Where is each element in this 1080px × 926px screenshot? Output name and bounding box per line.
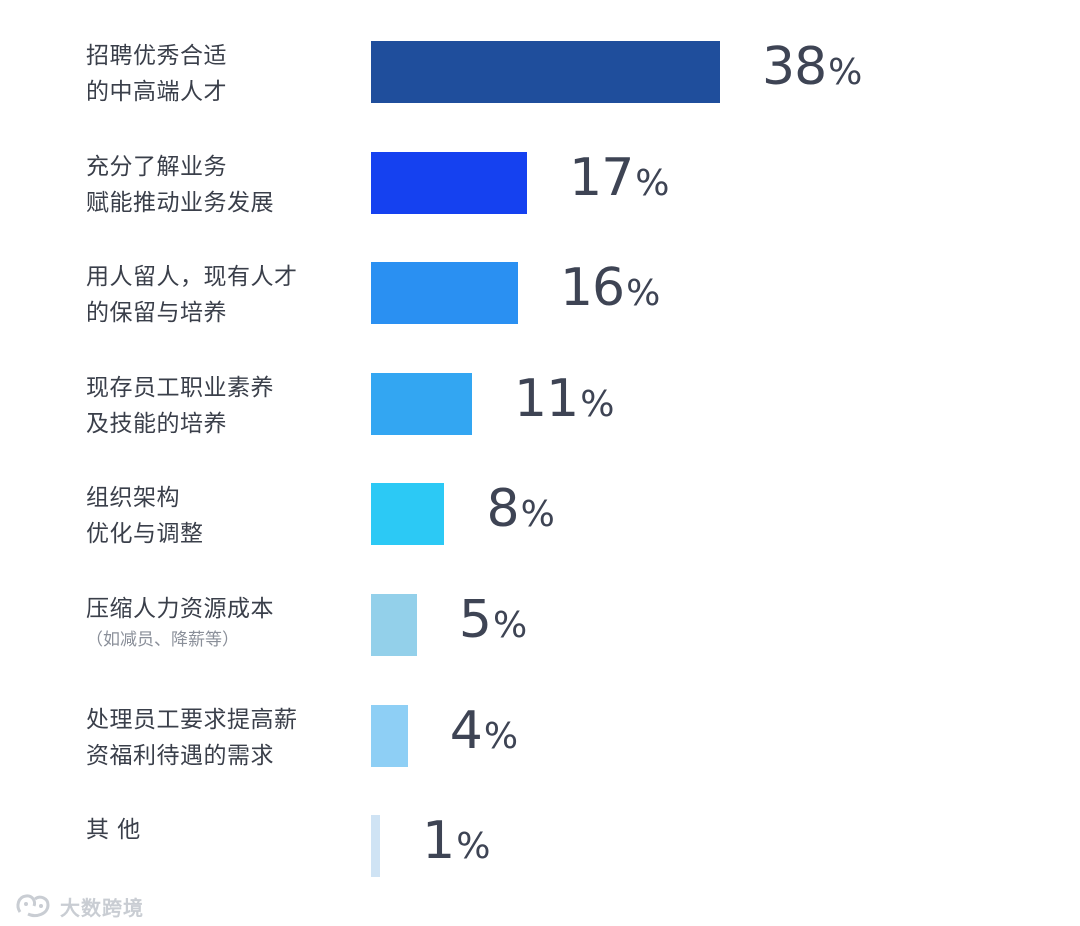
category-label-line: 组织架构	[86, 485, 180, 512]
category-label: 其 他	[86, 812, 356, 848]
wechat-channel-logo-icon	[16, 894, 50, 918]
data-label-unit: %	[626, 273, 661, 315]
data-label-value: 17	[569, 147, 634, 208]
category-note: （如减员、降薪等）	[86, 630, 239, 650]
category-label-line: 的中高端人才	[86, 79, 227, 105]
category-label-line: 资福利待遇的需求	[86, 742, 274, 769]
category-label-line: 压缩人力资源成本	[86, 596, 274, 622]
data-label-unit: %	[635, 162, 670, 204]
bar	[371, 483, 445, 546]
bar	[371, 41, 720, 103]
category-label: 压缩人力资源成本 （如减员、降薪等）	[86, 591, 356, 653]
data-label-unit: %	[580, 383, 615, 425]
data-label-unit: %	[828, 52, 863, 93]
data-label-unit: %	[520, 494, 555, 536]
data-label: 5%	[459, 590, 527, 650]
bar	[371, 372, 473, 435]
category-label: 处理员工要求提高薪 资福利待遇的需求	[86, 702, 356, 774]
data-label: 11%	[514, 369, 614, 429]
data-label-value: 8	[486, 479, 519, 540]
bar	[371, 704, 408, 767]
data-label-unit: %	[456, 826, 491, 868]
data-label: 16%	[560, 258, 660, 318]
category-label: 组织架构 优化与调整	[86, 480, 356, 552]
category-label-line: 用人留人，现有人才	[86, 264, 298, 291]
bar	[371, 815, 381, 878]
category-label: 招聘优秀合适 的中高端人才	[86, 38, 356, 110]
category-label: 现存员工职业素养 及技能的培养	[86, 370, 356, 442]
watermark-text: 大数跨境	[60, 895, 144, 920]
category-label-line: 其 他	[86, 817, 141, 844]
category-label-line: 优化与调整	[86, 521, 204, 548]
bar	[371, 594, 417, 656]
category-label-line: 的保留与培养	[86, 300, 227, 327]
data-label-unit: %	[493, 605, 528, 646]
data-label: 8%	[486, 479, 554, 539]
data-label-value: 4	[449, 700, 483, 761]
category-label-line: 充分了解业务	[86, 153, 227, 180]
category-label-line: 现存员工职业素养	[86, 374, 274, 401]
data-label: 1%	[422, 811, 490, 871]
category-label-line: 及技能的培养	[86, 410, 227, 437]
data-label-value: 11	[514, 368, 579, 429]
data-label-value: 1	[422, 811, 455, 872]
data-label: 17%	[569, 148, 669, 208]
data-label: 4%	[450, 701, 518, 761]
bar	[371, 151, 528, 214]
data-label: 38%	[762, 37, 862, 97]
category-label-line: 赋能推动业务发展	[86, 189, 274, 216]
category-label: 充分了解业务赋能推动业务发展	[86, 149, 356, 221]
bar	[371, 262, 518, 325]
category-label-line: 招聘优秀合适	[86, 43, 227, 69]
data-label-value: 16	[559, 258, 625, 319]
category-label: 用人留人，现有人才 的保留与培养	[86, 259, 356, 331]
data-label-value: 5	[458, 590, 492, 650]
category-label-line: 处理员工要求提高薪	[86, 706, 298, 733]
data-label-unit: %	[483, 715, 519, 757]
data-label-value: 38	[762, 37, 827, 97]
watermark: 大数跨境	[14, 888, 144, 924]
